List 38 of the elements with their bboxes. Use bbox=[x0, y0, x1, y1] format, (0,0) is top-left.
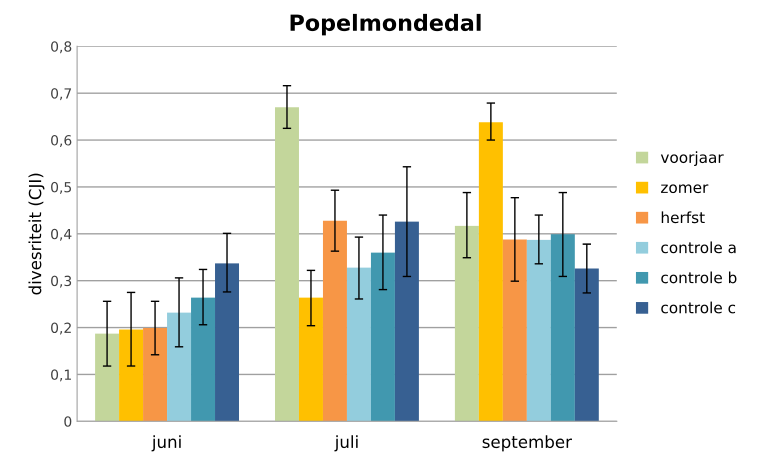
legend-label: voorjaar bbox=[660, 151, 724, 166]
bar bbox=[215, 263, 240, 422]
bar bbox=[191, 298, 216, 422]
y-tick-label: 0,3 bbox=[51, 276, 72, 288]
bar bbox=[574, 268, 599, 422]
chart-title: Popelmondedal bbox=[290, 14, 481, 36]
y-tick-label: 0,4 bbox=[51, 228, 72, 241]
bar bbox=[550, 234, 575, 422]
bar bbox=[478, 122, 503, 422]
bar bbox=[394, 222, 419, 422]
bar bbox=[526, 240, 551, 422]
y-tick-label: 0,7 bbox=[51, 88, 72, 100]
bar bbox=[454, 226, 479, 422]
bar bbox=[167, 312, 192, 422]
bar bbox=[502, 239, 527, 422]
bar bbox=[322, 220, 347, 422]
legend-label: controle c bbox=[661, 302, 736, 314]
y-axis-title: divesriteit (CJI) bbox=[28, 174, 44, 295]
legend-label: herfst bbox=[662, 211, 705, 224]
x-tick-label: juni bbox=[152, 435, 181, 452]
bar bbox=[143, 328, 168, 422]
y-tick-label: 0,5 bbox=[51, 182, 72, 194]
bar bbox=[298, 298, 323, 422]
y-tick-label: 0 bbox=[64, 416, 72, 427]
y-tick-label: 0,2 bbox=[51, 322, 71, 334]
bar bbox=[274, 107, 299, 422]
bar bbox=[95, 334, 120, 422]
legend-label: controle a bbox=[661, 241, 736, 254]
x-tick-label: juli bbox=[334, 435, 358, 452]
bar bbox=[119, 329, 144, 422]
legend-label: controle b bbox=[661, 272, 736, 284]
x-tick-label: september bbox=[482, 435, 572, 452]
legend-label: zomer bbox=[661, 184, 708, 194]
bar bbox=[370, 252, 395, 422]
y-tick-label: 0,1 bbox=[51, 369, 71, 382]
y-tick-label: 0,6 bbox=[51, 135, 72, 147]
y-tick-label: 0,8 bbox=[51, 41, 72, 54]
bar bbox=[346, 268, 371, 422]
